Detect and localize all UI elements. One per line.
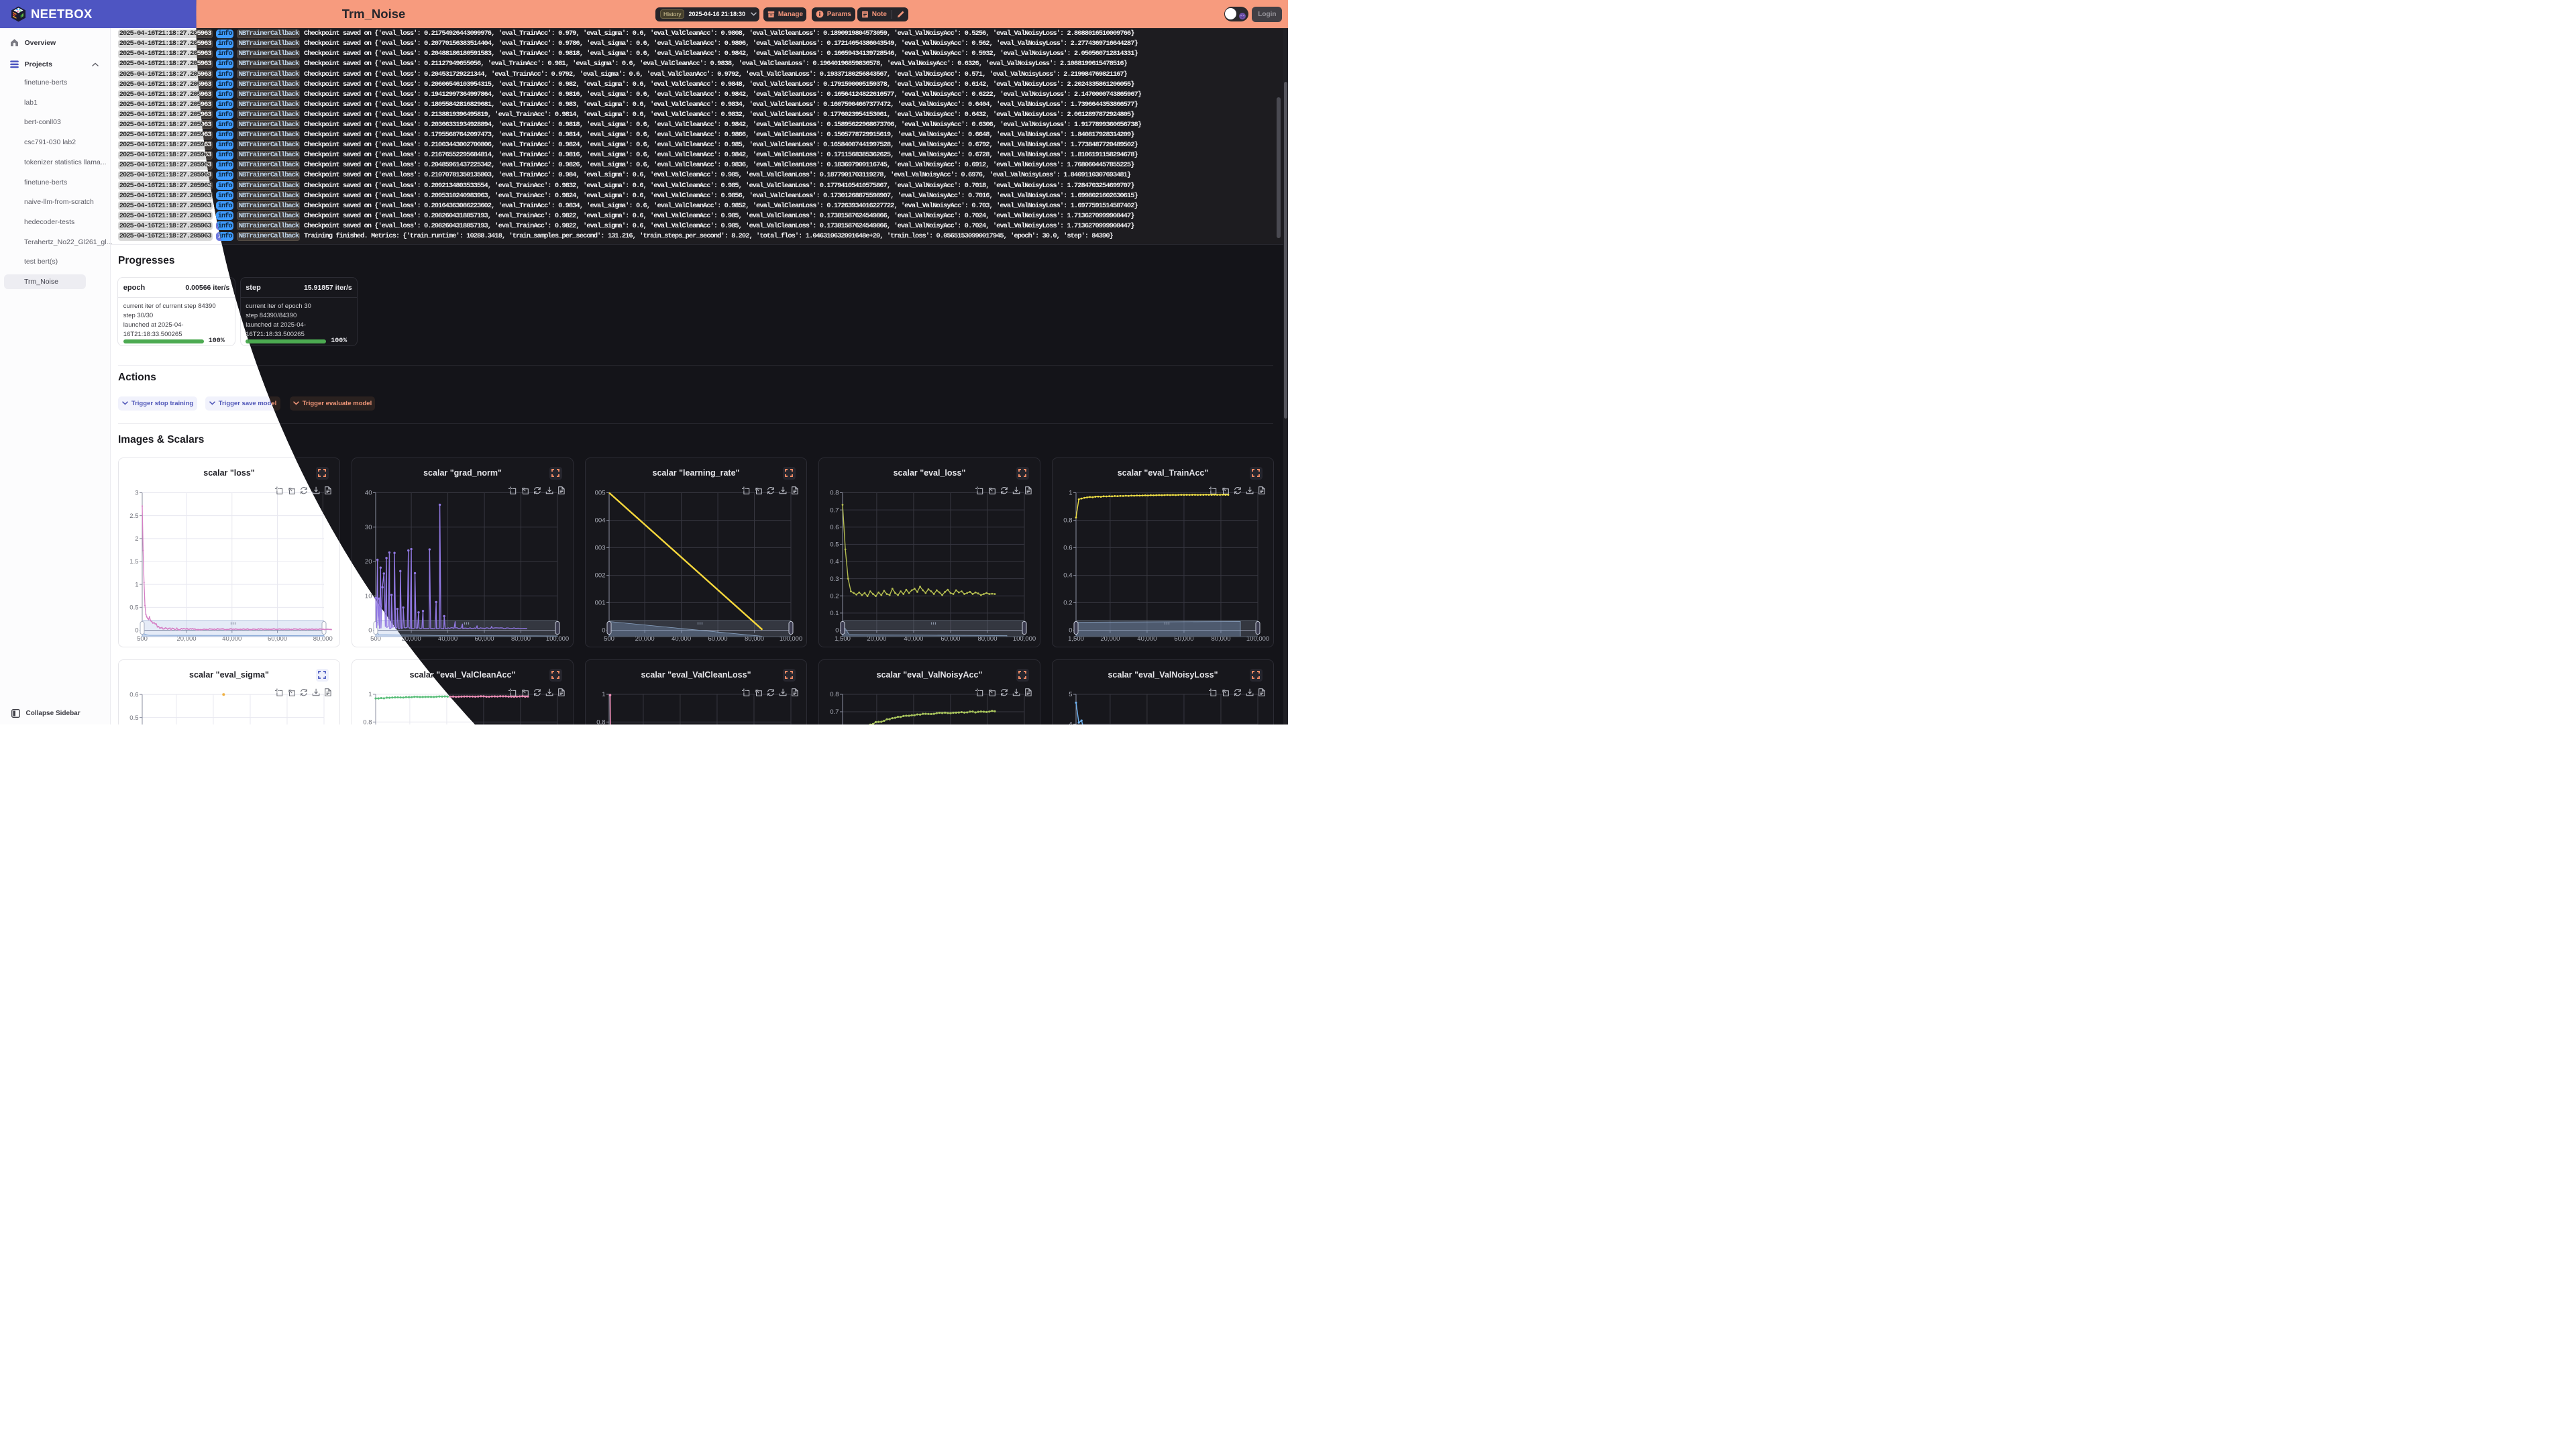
svg-text:60,000: 60,000 xyxy=(475,635,494,643)
svg-text:40,000: 40,000 xyxy=(904,635,923,643)
svg-text:100,000: 100,000 xyxy=(546,635,569,643)
svg-text:1: 1 xyxy=(368,691,372,698)
svg-text:001: 001 xyxy=(595,600,606,607)
svg-text:0: 0 xyxy=(602,627,605,635)
svg-text:80,000: 80,000 xyxy=(1211,635,1230,643)
svg-text:0.5: 0.5 xyxy=(830,541,839,549)
svg-text:1.5: 1.5 xyxy=(129,558,138,566)
svg-text:0.5: 0.5 xyxy=(129,714,138,722)
svg-text:60,000: 60,000 xyxy=(268,635,287,643)
svg-text:0: 0 xyxy=(135,627,138,635)
svg-text:0.8: 0.8 xyxy=(363,719,372,725)
svg-text:40,000: 40,000 xyxy=(1137,635,1157,643)
svg-text:0.6: 0.6 xyxy=(129,691,138,698)
svg-text:500: 500 xyxy=(370,635,381,643)
svg-text:0.2: 0.2 xyxy=(1063,600,1072,607)
svg-text:0: 0 xyxy=(835,627,839,635)
svg-text:80,000: 80,000 xyxy=(745,635,764,643)
svg-text:80,000: 80,000 xyxy=(977,635,997,643)
svg-text:60,000: 60,000 xyxy=(941,635,960,643)
svg-text:20: 20 xyxy=(365,558,372,566)
svg-text:100,000: 100,000 xyxy=(1246,635,1269,643)
svg-text:0: 0 xyxy=(368,627,372,635)
svg-text:005: 005 xyxy=(595,490,606,497)
svg-text:0.8: 0.8 xyxy=(596,719,605,725)
svg-text:0.8: 0.8 xyxy=(830,691,839,698)
svg-text:1,500: 1,500 xyxy=(835,635,851,643)
svg-text:0.6: 0.6 xyxy=(830,524,839,531)
svg-text:30: 30 xyxy=(365,524,372,531)
svg-text:1: 1 xyxy=(135,581,138,588)
svg-text:0.5: 0.5 xyxy=(129,604,138,612)
svg-text:10: 10 xyxy=(365,592,372,600)
svg-text:004: 004 xyxy=(595,517,606,525)
svg-text:0: 0 xyxy=(1069,627,1072,635)
svg-text:0.6: 0.6 xyxy=(1063,545,1072,552)
svg-text:80,000: 80,000 xyxy=(511,635,531,643)
svg-text:0.4: 0.4 xyxy=(1063,572,1072,580)
svg-text:80,000: 80,000 xyxy=(313,635,333,643)
svg-text:100,000: 100,000 xyxy=(1013,635,1036,643)
svg-text:1,500: 1,500 xyxy=(1068,635,1084,643)
svg-text:0.1: 0.1 xyxy=(830,610,839,617)
svg-text:0.8: 0.8 xyxy=(1063,517,1072,525)
svg-text:40,000: 40,000 xyxy=(438,635,458,643)
svg-text:5: 5 xyxy=(1069,691,1072,698)
svg-text:2.5: 2.5 xyxy=(129,513,138,520)
svg-text:60,000: 60,000 xyxy=(708,635,728,643)
svg-text:2: 2 xyxy=(135,535,138,543)
svg-text:20,000: 20,000 xyxy=(867,635,886,643)
svg-text:40: 40 xyxy=(365,490,372,497)
svg-text:500: 500 xyxy=(137,635,148,643)
svg-text:20,000: 20,000 xyxy=(635,635,655,643)
svg-text:100,000: 100,000 xyxy=(780,635,802,643)
svg-text:500: 500 xyxy=(604,635,614,643)
svg-text:20,000: 20,000 xyxy=(402,635,421,643)
svg-text:60,000: 60,000 xyxy=(1174,635,1193,643)
svg-text:20,000: 20,000 xyxy=(177,635,197,643)
svg-text:0.7: 0.7 xyxy=(830,506,839,514)
svg-text:0.2: 0.2 xyxy=(830,592,839,600)
svg-text:40,000: 40,000 xyxy=(222,635,241,643)
svg-text:003: 003 xyxy=(595,545,606,552)
svg-text:40,000: 40,000 xyxy=(672,635,691,643)
svg-text:4: 4 xyxy=(1069,721,1072,724)
svg-text:002: 002 xyxy=(595,572,606,580)
svg-text:20,000: 20,000 xyxy=(1100,635,1120,643)
svg-text:1: 1 xyxy=(1069,490,1072,497)
svg-text:0.7: 0.7 xyxy=(830,708,839,716)
svg-text:1: 1 xyxy=(602,691,605,698)
svg-text:3: 3 xyxy=(135,490,138,497)
svg-text:0.8: 0.8 xyxy=(830,490,839,497)
svg-text:0.4: 0.4 xyxy=(830,558,839,566)
svg-text:0.3: 0.3 xyxy=(830,576,839,583)
